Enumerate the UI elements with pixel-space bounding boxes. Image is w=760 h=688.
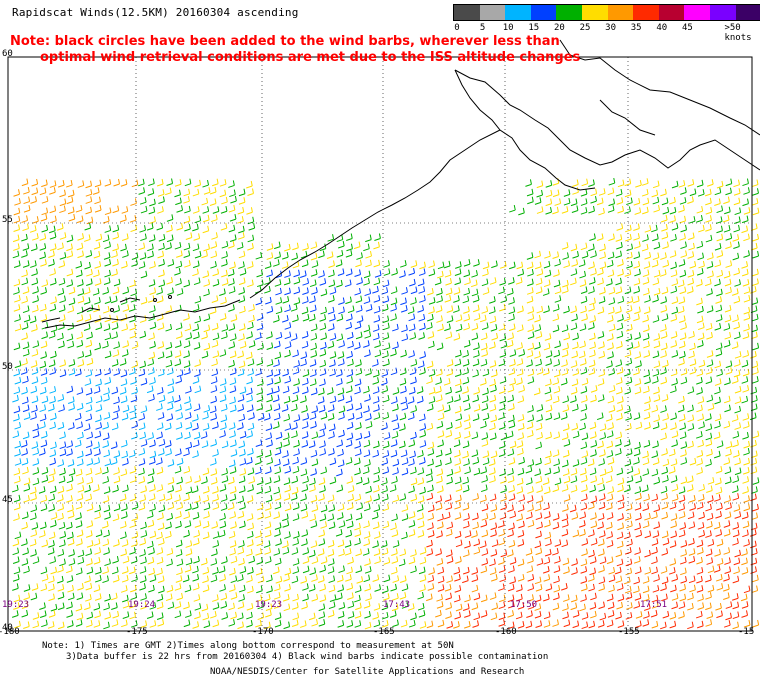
legend-swatch bbox=[479, 5, 506, 20]
legend-label: 30 bbox=[605, 23, 617, 33]
longitude-label: -175 bbox=[126, 627, 148, 637]
legend-swatch bbox=[735, 5, 760, 20]
latitude-label: 60 bbox=[2, 49, 13, 59]
legend-swatch bbox=[556, 5, 582, 20]
latitude-label: 50 bbox=[2, 362, 13, 372]
pass-time-label: 17:50 bbox=[510, 600, 538, 610]
legend-label: 20 bbox=[553, 23, 565, 33]
pass-time-label: 19:23 bbox=[255, 600, 283, 610]
longitude-label: -170 bbox=[252, 627, 274, 637]
legend-label: >50 knots bbox=[724, 23, 752, 43]
footer-note-line2: 3)Data buffer is 22 hrs from 20160304 4)… bbox=[66, 652, 549, 662]
longitude-label: -15 bbox=[738, 627, 755, 637]
pass-time-label: 19:24 bbox=[128, 600, 156, 610]
legend-swatch bbox=[684, 5, 710, 20]
legend-label: 25 bbox=[579, 23, 591, 33]
legend-swatch bbox=[454, 5, 480, 20]
pass-time-label: 17:51 bbox=[640, 600, 668, 610]
latitude-label: 40 bbox=[2, 623, 13, 633]
legend-swatch bbox=[633, 5, 659, 20]
legend-swatch bbox=[581, 5, 608, 20]
longitude-label: -160 bbox=[495, 627, 517, 637]
legend-swatch bbox=[607, 5, 634, 20]
legend-label: 15 bbox=[528, 23, 540, 33]
longitude-label: -155 bbox=[618, 627, 640, 637]
map-frame bbox=[7, 56, 753, 632]
legend-swatch bbox=[709, 5, 736, 20]
legend-swatch bbox=[658, 5, 685, 20]
pass-time-label: 19:23 bbox=[2, 600, 30, 610]
longitude-label: -180 bbox=[0, 627, 20, 637]
latitude-label: 55 bbox=[2, 215, 13, 225]
legend-swatch bbox=[505, 5, 531, 20]
contamination-note-line1: Note: black circles have been added to t… bbox=[10, 34, 560, 49]
footer-note-line1: Note: 1) Times are GMT 2)Times along bot… bbox=[42, 641, 454, 651]
coastline bbox=[41, 39, 760, 329]
legend-color-scale bbox=[453, 4, 760, 21]
legend-swatch bbox=[530, 5, 557, 20]
contamination-note-line2: optimal wind retrieval conditions are me… bbox=[40, 50, 581, 65]
legend-label: 5 bbox=[479, 23, 486, 33]
wind-barbs bbox=[11, 177, 760, 630]
longitude-label: -165 bbox=[373, 627, 395, 637]
legend-label: 0 bbox=[454, 23, 460, 33]
legend-label: 40 bbox=[656, 23, 668, 33]
wind-speed-legend: 0 5 10 15 20 25 30 35 40 45 >50 knots bbox=[453, 4, 760, 43]
legend-label: 35 bbox=[630, 23, 642, 33]
footer-credit: NOAA/NESDIS/Center for Satellite Applica… bbox=[210, 667, 525, 677]
latitude-label: 45 bbox=[2, 495, 13, 505]
legend-labels: 0 5 10 15 20 25 30 35 40 45 >50 knots bbox=[453, 23, 753, 43]
pass-time-label: 17:43 bbox=[383, 600, 411, 610]
map-title: Rapidscat Winds(12.5KM) 20160304 ascendi… bbox=[12, 6, 299, 19]
legend-label: 10 bbox=[502, 23, 514, 33]
legend-label: 45 bbox=[681, 23, 693, 33]
